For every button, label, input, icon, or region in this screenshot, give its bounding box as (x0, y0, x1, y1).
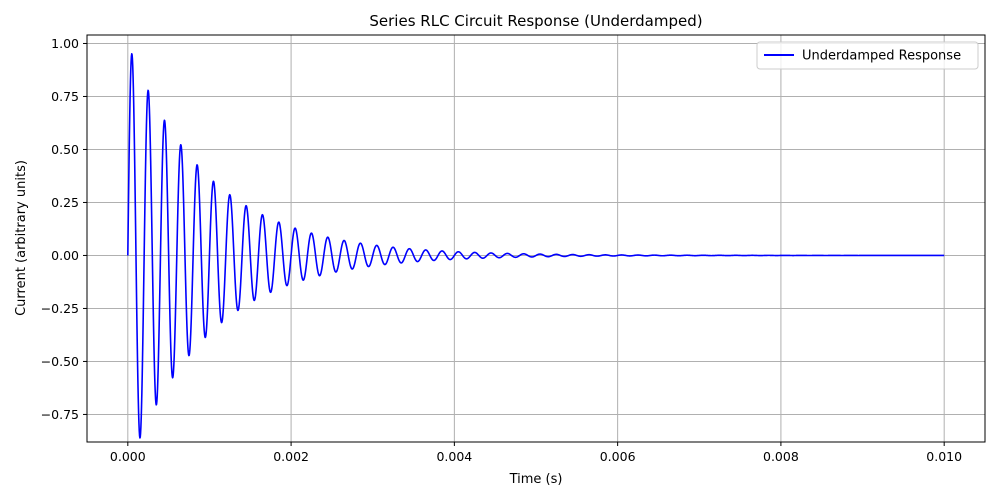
legend-box (756, 41, 979, 70)
grid (87, 35, 985, 442)
series-line-0 (127, 53, 945, 439)
y-tick-label: −0.50 (41, 354, 79, 369)
y-tick-label: −0.25 (41, 301, 79, 316)
y-tick-label: 0.25 (51, 195, 79, 210)
legend: Underdamped Response (756, 41, 979, 70)
series-layer (127, 53, 945, 439)
legend-label: Underdamped Response (802, 49, 961, 64)
y-tick-label: 1.00 (51, 36, 79, 51)
x-tick-label: 0.010 (926, 449, 962, 464)
x-axis-label: Time (s) (509, 472, 563, 487)
y-tick-label: −0.75 (41, 407, 79, 422)
y-axis-label: Current (arbitrary units) (14, 160, 29, 316)
x-tick-label: 0.008 (763, 449, 799, 464)
x-tick-label: 0.000 (110, 449, 146, 464)
x-tick-label: 0.004 (436, 449, 472, 464)
x-tick-label: 0.006 (600, 449, 636, 464)
plot-frame (86, 34, 986, 443)
chart-title: Series RLC Circuit Response (Underdamped… (369, 12, 702, 30)
y-tick-label: 0.00 (51, 248, 79, 263)
x-tick-label: 0.002 (273, 449, 309, 464)
y-axis-ticks: −0.75 −0.50 −0.25 0.00 0.25 0.50 0.75 1.00 (41, 36, 87, 422)
y-tick-label: 0.50 (51, 142, 79, 157)
y-tick-label: 0.75 (51, 89, 79, 104)
x-axis-ticks: 0.000 0.002 0.004 0.006 0.008 0.010 (110, 442, 962, 464)
